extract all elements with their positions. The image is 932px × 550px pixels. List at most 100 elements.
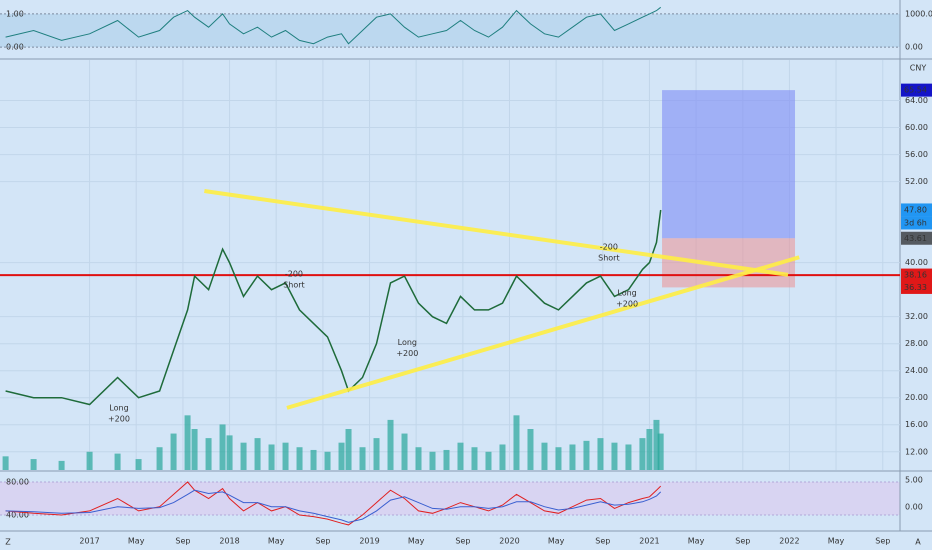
y-tick-label: 16.00: [905, 420, 928, 429]
annotation: Long: [617, 289, 636, 298]
y2-tick-label: 5.00: [905, 475, 923, 484]
top-band: [0, 14, 900, 47]
volume-bar: [170, 433, 177, 470]
volume-bar: [191, 429, 198, 470]
price-label: 38.16: [904, 271, 927, 280]
volume-bar: [429, 451, 436, 470]
volume-bar: [2, 456, 9, 470]
volume-bar: [226, 435, 233, 470]
volume-bar: [597, 438, 604, 470]
volume-bar: [555, 447, 562, 470]
annotation: +200: [616, 300, 638, 309]
price-label-box: [901, 268, 932, 282]
y-tick-label: 56.00: [905, 150, 928, 159]
price-label: 36.33: [904, 283, 927, 292]
volume-bar: [387, 419, 394, 470]
annotation: +200: [396, 349, 418, 358]
oscillator-line: [5, 6, 662, 45]
volume-bar: [457, 442, 464, 470]
x-tick-label: Sep: [455, 537, 470, 546]
corner-label: Z: [5, 538, 11, 547]
x-tick-label: May: [268, 537, 285, 546]
volume-bar: [499, 444, 506, 470]
price-line: [5, 209, 662, 406]
volume-bar: [114, 453, 121, 470]
corner-label: A: [915, 538, 921, 547]
volume-bar: [135, 459, 142, 470]
y2-tick-label: 1000.00: [905, 9, 932, 18]
annotation: Long: [109, 403, 128, 412]
volume-bar: [569, 444, 576, 470]
volume-bar: [86, 451, 93, 470]
x-tick-label: 2017: [79, 537, 99, 546]
x-tick-label: Sep: [735, 537, 750, 546]
y-tick-label: 64.00: [905, 96, 928, 105]
volume-bar: [401, 433, 408, 470]
volume-bar: [254, 438, 261, 470]
volume-bar: [611, 442, 618, 470]
y2-tick-label: 0.00: [905, 43, 923, 52]
annotation: Long: [398, 338, 417, 347]
trend-line: [204, 189, 789, 277]
x-tick-label: Sep: [595, 537, 610, 546]
annotation: Short: [283, 281, 304, 290]
x-tick-label: Sep: [175, 537, 190, 546]
volume-bar: [219, 424, 226, 470]
volume-bar: [324, 451, 331, 470]
x-tick-label: 2019: [359, 537, 379, 546]
x-tick-label: Sep: [315, 537, 330, 546]
x-tick-label: Sep: [875, 537, 890, 546]
target-zone: [662, 90, 796, 239]
price-label: 47.80: [904, 205, 927, 214]
countdown: 3d 6h: [904, 218, 927, 227]
volume-bar: [583, 440, 590, 470]
x-tick-label: 2022: [779, 537, 799, 546]
volume-bar: [657, 433, 664, 470]
volume-bar: [268, 444, 275, 470]
annotation: Short: [598, 254, 619, 263]
volume-bar: [310, 449, 317, 470]
y-tick-label: 0.00: [6, 43, 24, 52]
x-tick-label: May: [688, 537, 705, 546]
volume-bar: [296, 447, 303, 470]
y-tick-label: 40.00: [905, 258, 928, 267]
y-tick-label: 60.00: [905, 123, 928, 132]
countdown-box: [901, 216, 932, 230]
currency: CNY: [910, 64, 927, 73]
volume-bar: [282, 442, 289, 470]
price-label: 43.61: [904, 234, 927, 243]
x-tick-label: 2018: [219, 537, 239, 546]
y-tick-label: 20.00: [905, 393, 928, 402]
price-label-box: [901, 203, 932, 217]
volume-bar: [156, 447, 163, 470]
y2-tick-label: 0.00: [905, 502, 923, 511]
y-tick-label: 80.00: [6, 477, 29, 486]
price-label-box: [901, 280, 932, 294]
bottom-band: [0, 482, 900, 515]
volume-bar: [30, 459, 37, 470]
x-tick-label: 2021: [639, 537, 659, 546]
x-tick-label: May: [548, 537, 565, 546]
indicator-line: [5, 489, 662, 523]
y-tick-label: 12.00: [905, 447, 928, 456]
volume-bar: [205, 438, 212, 470]
annotation: -200: [285, 270, 303, 279]
volume-bar: [646, 429, 653, 470]
volume-bar: [443, 449, 450, 470]
price-label: 65.54: [904, 86, 927, 95]
x-tick-label: May: [408, 537, 425, 546]
volume-bar: [338, 442, 345, 470]
annotation: -200: [600, 243, 618, 252]
volume-bar: [345, 429, 352, 470]
volume-bar: [513, 415, 520, 470]
y-tick-label: 24.00: [905, 366, 928, 375]
volume-bar: [373, 438, 380, 470]
volume-bar: [527, 429, 534, 470]
y-tick-label: 28.00: [905, 339, 928, 348]
y-tick-label: 40.00: [6, 510, 29, 519]
indicator-line: [5, 481, 662, 526]
volume-bar: [625, 444, 632, 470]
y-tick-label: 32.00: [905, 312, 928, 321]
y-tick-label: 52.00: [905, 177, 928, 186]
volume-bar: [639, 438, 646, 470]
